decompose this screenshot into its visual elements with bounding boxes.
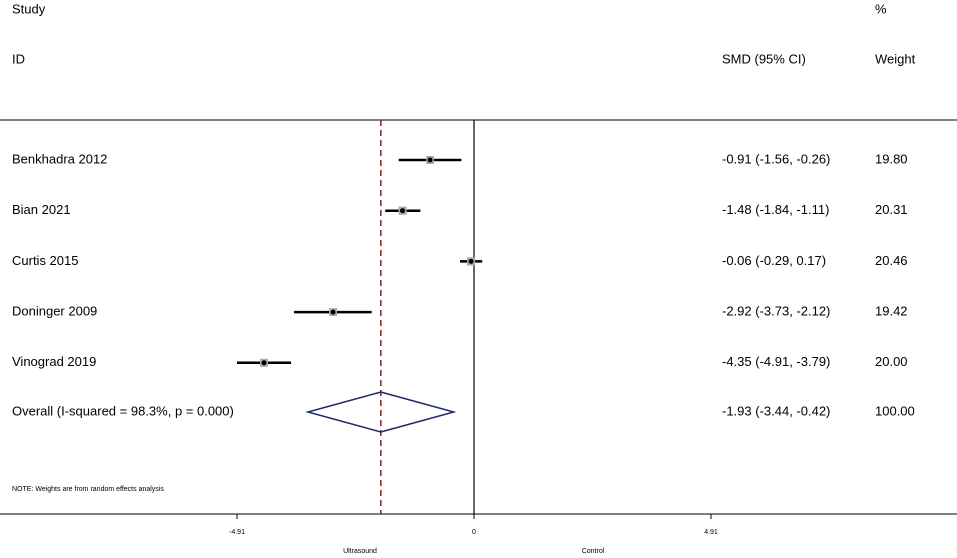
x-label-left: Ultrasound [343,548,377,555]
header-weight: Weight [875,51,916,66]
point-estimate [261,360,267,366]
point-estimate [468,258,474,264]
study-name: Curtis 2015 [12,253,78,268]
note: NOTE: Weights are from random effects an… [12,486,164,493]
weight-label: 20.00 [875,354,908,369]
header-study: Study [12,1,46,16]
ci-label: -4.35 (-4.91, -3.79) [722,354,830,369]
weight-label: 19.80 [875,151,908,166]
point-estimate [330,309,336,315]
study-name: Vinograd 2019 [12,354,96,369]
header-id: ID [12,51,25,66]
weight-label: 20.46 [875,253,908,268]
header-effect: SMD (95% CI) [722,51,806,66]
ci-label: -1.93 (-3.44, -0.42) [722,403,830,418]
study-name: Doninger 2009 [12,304,97,319]
ci-label: -0.06 (-0.29, 0.17) [722,253,826,268]
overall-name: Overall (I-squared = 98.3%, p = 0.000) [12,403,234,418]
weight-label: 100.00 [875,403,915,418]
study-name: Benkhadra 2012 [12,151,107,166]
ci-label: -2.92 (-3.73, -2.12) [722,304,830,319]
x-tick-label: -4.91 [229,529,245,536]
ci-label: -0.91 (-1.56, -0.26) [722,151,830,166]
point-estimate [400,208,406,214]
ci-label: -1.48 (-1.84, -1.11) [722,202,829,217]
x-tick-label: 0 [472,529,476,536]
study-name: Bian 2021 [12,202,71,217]
overall-diamond [305,391,457,433]
header-pct: % [875,1,887,16]
point-estimate [427,157,433,163]
x-label-right: Control [582,548,605,555]
x-tick-label: 4.91 [704,529,718,536]
weight-label: 20.31 [875,202,908,217]
weight-label: 19.42 [875,304,908,319]
